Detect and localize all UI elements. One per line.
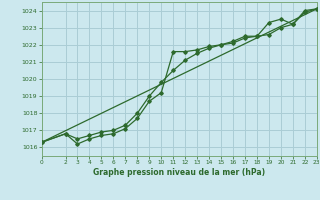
X-axis label: Graphe pression niveau de la mer (hPa): Graphe pression niveau de la mer (hPa): [93, 168, 265, 177]
